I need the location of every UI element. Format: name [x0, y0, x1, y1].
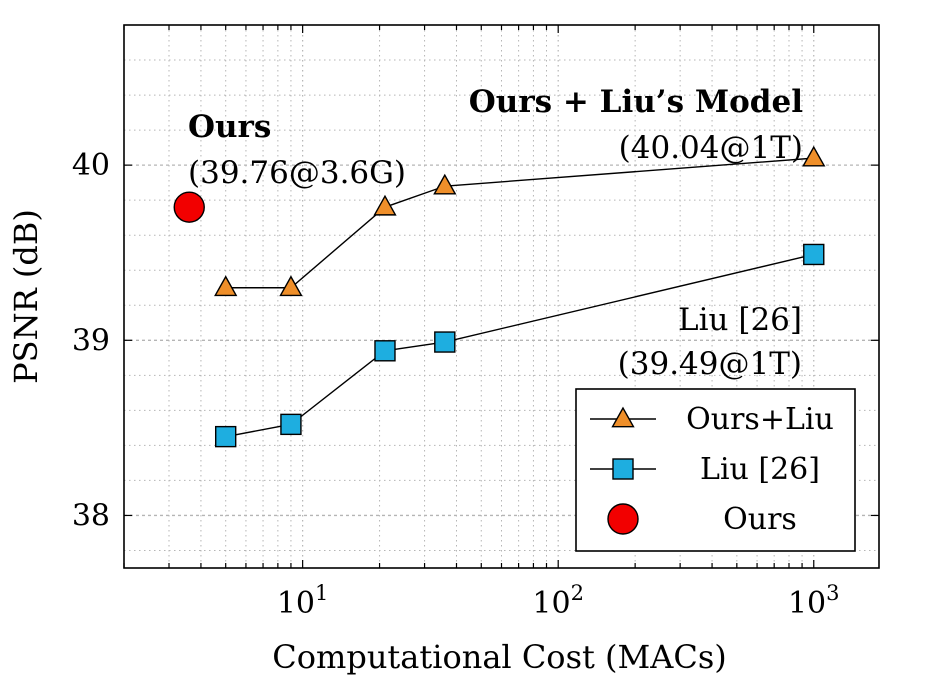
- data-point-liu-26: [374, 340, 396, 362]
- x-tick-exponent: 3: [826, 581, 839, 605]
- series-liu-26: [214, 243, 825, 448]
- data-point-ours-liu: [214, 275, 238, 297]
- annotation-combo-title: Ours + Liu’s Model: [469, 84, 803, 120]
- legend-label: Liu [26]: [700, 452, 820, 487]
- series-ours-liu: [214, 145, 826, 297]
- data-point-liu-26: [434, 331, 456, 353]
- legend-marker: [612, 458, 634, 480]
- y-tick-label: 40: [72, 148, 110, 183]
- data-point-liu-26: [803, 243, 825, 266]
- x-tick-base: 10: [277, 586, 315, 621]
- series-ours: [173, 191, 205, 223]
- x-tick-label: 101: [277, 581, 329, 621]
- x-tick-label: 102: [532, 581, 584, 621]
- annotation-ours-value: (39.76@3.6G): [188, 155, 406, 191]
- data-point-ours-liu: [433, 173, 457, 195]
- legend-entry: Liu [26]: [590, 452, 820, 487]
- annotations: Ours (39.76@3.6G) Ours + Liu’s Model (40.04…: [188, 84, 803, 382]
- legend-label: Ours+Liu: [686, 402, 834, 437]
- legend: Ours+Liu Liu [26] Ours: [575, 388, 856, 552]
- x-tick-exponent: 1: [315, 581, 328, 605]
- x-tick-base: 10: [532, 586, 570, 621]
- x-tick-base: 10: [788, 586, 826, 621]
- data-point-ours: [173, 191, 205, 223]
- data-point-liu-26: [280, 413, 302, 436]
- legend-marker: [611, 406, 635, 428]
- series: [173, 145, 826, 448]
- annotation-liu-value: (39.49@1T): [618, 346, 802, 382]
- annotation-combo-value: (40.04@1T): [619, 130, 803, 166]
- y-tick-label: 38: [72, 498, 110, 533]
- legend-marker: [607, 503, 639, 535]
- x-tick-exponent: 2: [571, 581, 584, 605]
- legend-entry: Ours+Liu: [590, 402, 834, 437]
- data-point-ours-liu: [373, 194, 397, 216]
- annotation-liu-title: Liu [26]: [678, 302, 802, 338]
- data-point-ours-liu: [279, 275, 303, 297]
- y-tick-label: 39: [72, 323, 110, 358]
- x-axis-label: Computational Cost (MACs): [272, 638, 727, 676]
- data-point-ours-liu: [802, 145, 826, 167]
- legend-entry: Ours: [607, 502, 797, 537]
- annotation-ours-title: Ours: [188, 109, 271, 145]
- legend-label: Ours: [723, 502, 797, 537]
- y-axis-label: PSNR (dB): [7, 209, 45, 384]
- data-point-liu-26: [214, 425, 237, 448]
- x-tick-label: 103: [788, 581, 840, 621]
